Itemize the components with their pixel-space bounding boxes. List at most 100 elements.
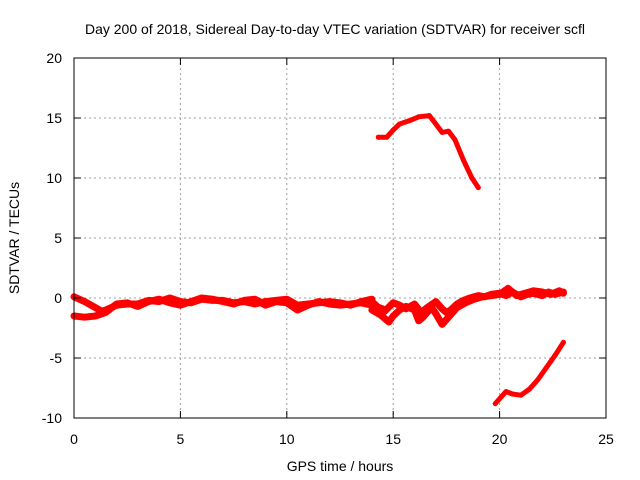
data-point (385, 319, 392, 325)
x-tick-label: 5 (177, 431, 185, 447)
data-point (134, 303, 141, 310)
data-point (347, 301, 354, 307)
data-point (454, 304, 460, 311)
series-arc-upper (375, 113, 481, 191)
data-point (407, 117, 413, 123)
data-point (337, 302, 343, 309)
data-point (433, 121, 439, 127)
data-point (522, 290, 529, 297)
y-tick-label: 15 (46, 110, 62, 126)
y-axis-label: SDTVAR / TECUs (6, 182, 22, 294)
series-band-d (368, 284, 567, 328)
data-point (492, 401, 498, 407)
data-point (496, 291, 503, 298)
data-point (426, 113, 432, 119)
data-point (375, 134, 381, 140)
data-point (377, 311, 384, 318)
data-point (188, 298, 194, 305)
y-tick-label: 0 (54, 290, 62, 306)
x-tick-label: 10 (279, 431, 295, 447)
series-arc-lower (492, 339, 566, 407)
series-layer (70, 113, 567, 407)
data-point (526, 386, 532, 392)
data-point (535, 377, 541, 383)
data-point (273, 298, 280, 305)
x-tick-label: 25 (598, 431, 614, 447)
data-point (509, 391, 515, 397)
data-point (428, 304, 435, 311)
data-point (358, 299, 365, 306)
y-tick-label: -5 (50, 350, 63, 366)
y-tick-label: 10 (46, 170, 62, 186)
data-point (543, 365, 549, 371)
data-point (475, 185, 481, 191)
x-tick-label: 0 (70, 431, 78, 447)
data-point (560, 290, 567, 297)
data-point (439, 305, 446, 312)
data-point (462, 299, 469, 306)
y-tick-label: 5 (54, 230, 62, 246)
data-point (315, 298, 322, 305)
data-point (390, 127, 396, 133)
data-point (283, 299, 290, 306)
data-point (156, 296, 163, 303)
data-point (469, 175, 475, 181)
data-point (439, 321, 446, 328)
data-point (92, 313, 99, 319)
data-point (552, 353, 558, 359)
grid (74, 58, 606, 418)
data-point (390, 313, 397, 319)
data-point (81, 314, 88, 321)
data-point (420, 314, 426, 321)
y-tick-label: 20 (46, 50, 62, 66)
data-point (432, 298, 439, 305)
data-point (513, 292, 520, 299)
data-point (113, 301, 120, 307)
data-point (471, 296, 478, 303)
data-point (397, 121, 403, 127)
data-point (530, 287, 537, 294)
data-point (415, 317, 422, 324)
data-point (539, 289, 546, 295)
data-point (220, 298, 226, 305)
data-point (403, 303, 409, 310)
data-point (81, 298, 88, 305)
data-point (411, 307, 418, 313)
data-point (460, 157, 466, 163)
data-point (102, 309, 109, 316)
tick-labels: 0 5 10 15 20 25 -10 -5 0 5 10 15 20 (42, 50, 614, 447)
y-tick-label: -10 (42, 410, 62, 426)
data-point (560, 339, 566, 345)
data-point (368, 307, 375, 313)
data-point (518, 392, 524, 398)
data-point (124, 299, 131, 306)
ticks (73, 57, 607, 419)
data-point (384, 134, 390, 140)
data-point (488, 292, 495, 299)
data-point (479, 293, 486, 300)
data-point (439, 129, 445, 135)
data-point (446, 128, 451, 134)
data-point (503, 389, 509, 395)
data-point (416, 114, 422, 120)
data-point (241, 297, 248, 304)
data-point (294, 307, 301, 313)
data-point (177, 302, 184, 309)
data-point (262, 302, 269, 309)
x-tick-label: 20 (492, 431, 508, 447)
data-point (251, 296, 258, 303)
data-point (166, 299, 173, 306)
data-point (396, 307, 403, 313)
data-point (547, 291, 554, 298)
data-point (198, 295, 205, 301)
data-point (209, 296, 216, 303)
data-point (432, 310, 439, 317)
x-axis-label: GPS time / hours (287, 458, 394, 474)
data-point (92, 304, 99, 311)
data-point (499, 393, 505, 399)
data-point (368, 298, 375, 305)
data-point (390, 299, 397, 306)
data-point (305, 302, 312, 309)
data-point (452, 137, 458, 143)
